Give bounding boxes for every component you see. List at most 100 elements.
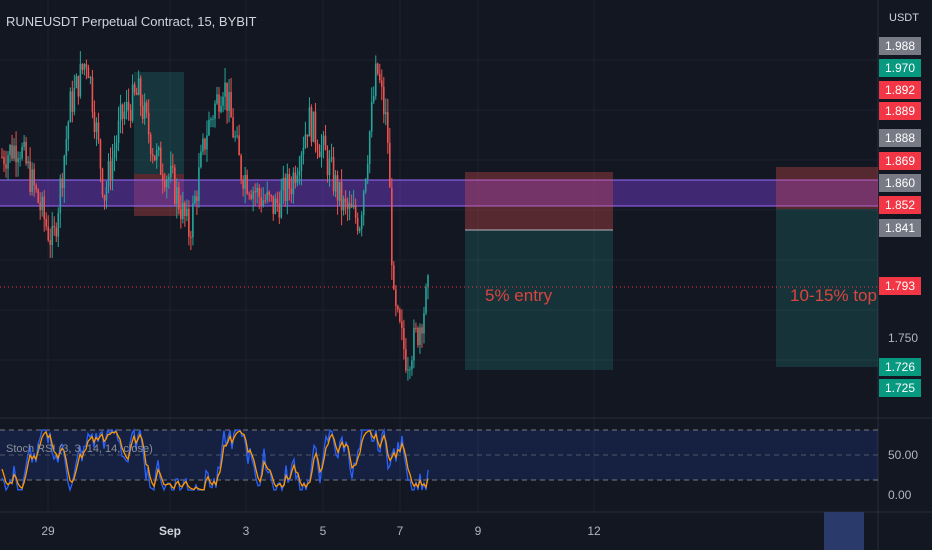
candle-body xyxy=(236,135,238,137)
candle-body xyxy=(196,196,198,201)
candle-body xyxy=(55,227,58,237)
candle-body xyxy=(39,202,41,210)
candle-body xyxy=(111,157,114,181)
candle-body xyxy=(316,143,319,152)
top-target-box xyxy=(776,209,878,367)
candle-body xyxy=(324,135,327,151)
candle-body xyxy=(374,63,377,96)
candle-body xyxy=(49,240,52,245)
candle-body xyxy=(336,175,339,201)
candle-body xyxy=(45,218,48,227)
candle-body xyxy=(425,286,427,314)
candle-body xyxy=(306,134,309,137)
candle-body xyxy=(137,78,140,95)
candle-body xyxy=(157,147,160,151)
top-stop-box xyxy=(776,167,878,209)
x-tick-3: 3 xyxy=(242,524,250,538)
candle-body xyxy=(13,145,15,159)
candle-body xyxy=(389,142,391,188)
candle-body xyxy=(123,111,126,119)
candle-body xyxy=(214,103,216,119)
candle-body xyxy=(234,136,236,138)
entry-target-box xyxy=(465,230,613,370)
candle-body xyxy=(182,202,184,220)
candle-body xyxy=(407,369,409,371)
candle-body xyxy=(71,91,74,112)
candle-body xyxy=(334,175,337,192)
price-tag-1.726: 1.726 xyxy=(879,358,921,376)
candle-body xyxy=(109,161,112,181)
candle-body xyxy=(151,154,154,156)
candle-body xyxy=(93,111,96,132)
candle-body xyxy=(413,327,415,361)
price-tag-1.841: 1.841 xyxy=(879,219,921,237)
candle-body xyxy=(117,120,120,143)
candle-body xyxy=(131,84,134,121)
candle-body xyxy=(67,122,70,140)
price-tag-1.892: 1.892 xyxy=(879,81,921,99)
candle-body xyxy=(169,165,172,177)
candle-body xyxy=(216,94,218,104)
candle-body xyxy=(348,203,351,209)
candle-body xyxy=(101,168,104,196)
candle-body xyxy=(180,209,182,220)
currency-label: USDT xyxy=(889,12,919,24)
candle-body xyxy=(393,265,395,290)
candle-body xyxy=(419,327,421,345)
candle-body xyxy=(149,134,152,155)
candle-body xyxy=(284,177,287,202)
candle-body xyxy=(370,101,373,132)
candle-body xyxy=(286,174,289,202)
candle-body xyxy=(260,197,263,207)
candle-body xyxy=(300,154,303,171)
candle-body xyxy=(139,78,142,106)
candle-body xyxy=(314,111,317,144)
candle-body xyxy=(204,138,206,150)
history-stop-box xyxy=(134,174,184,216)
candle-body xyxy=(292,172,295,195)
candle-body xyxy=(218,94,220,112)
stoch-tick: 0.00 xyxy=(888,488,912,502)
candle-body xyxy=(330,157,333,159)
candle-body xyxy=(246,174,248,194)
candle-body xyxy=(427,275,429,287)
candle-body xyxy=(188,208,190,237)
candle-body xyxy=(220,105,222,112)
candle-body xyxy=(95,122,98,132)
candle-body xyxy=(332,157,335,192)
candle-body xyxy=(57,213,60,237)
top-annotation: 10-15% top xyxy=(790,286,877,305)
candle-body xyxy=(387,112,389,143)
candle-body xyxy=(409,369,411,371)
candle-body xyxy=(399,309,401,322)
candle-body xyxy=(360,215,363,230)
candle-body xyxy=(119,104,122,121)
candle-body xyxy=(35,185,37,190)
candle-body xyxy=(19,158,21,160)
candle-body xyxy=(155,150,158,161)
candle-body xyxy=(210,119,212,121)
candle-body xyxy=(153,155,156,161)
candle-body xyxy=(25,141,27,164)
candle-body xyxy=(79,63,82,97)
candle-body xyxy=(172,165,174,168)
candle-body xyxy=(190,236,192,238)
candle-body xyxy=(174,167,176,204)
chart-title: RUNEUSDT Perpetual Contract, 15, BYBIT xyxy=(6,14,257,29)
candle-body xyxy=(127,101,130,110)
candle-body xyxy=(274,198,277,214)
candle-body xyxy=(364,179,367,192)
candle-body xyxy=(326,150,329,176)
candle-body xyxy=(63,156,66,188)
candle-body xyxy=(184,202,186,217)
candle-body xyxy=(397,306,399,310)
candle-body xyxy=(276,198,279,204)
candle-body xyxy=(310,107,313,142)
candle-body xyxy=(3,157,5,165)
candle-body xyxy=(395,289,397,307)
candle-body xyxy=(248,193,250,195)
candle-body xyxy=(222,96,224,106)
candle-body xyxy=(61,178,64,188)
candle-body xyxy=(322,135,325,145)
